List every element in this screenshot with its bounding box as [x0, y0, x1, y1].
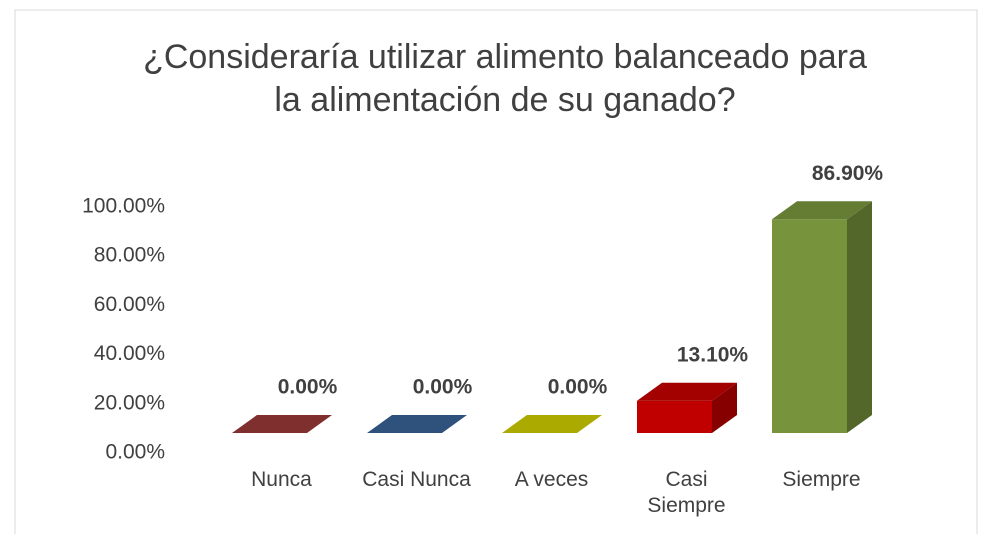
data-label: 0.00% — [413, 376, 473, 399]
y-tick-label: 60.00% — [94, 293, 165, 316]
chart-border — [14, 9, 978, 534]
bar-top — [232, 415, 332, 433]
y-tick-label: 20.00% — [94, 391, 165, 414]
y-tick-label: 80.00% — [94, 244, 165, 267]
bar — [367, 415, 467, 433]
data-label: 0.00% — [548, 376, 608, 399]
bar-side — [847, 201, 872, 433]
data-label: 13.10% — [677, 343, 749, 366]
bar-side — [712, 382, 737, 433]
x-tick-label: Siempre — [782, 468, 861, 491]
bar — [772, 201, 872, 433]
bar-front — [772, 219, 847, 433]
bar-top — [772, 201, 872, 220]
y-tick-label: 40.00% — [94, 342, 165, 365]
x-tick-label: Casi Nunca — [362, 468, 471, 491]
data-label: 0.00% — [278, 376, 338, 399]
x-tick-label: A veces — [514, 468, 589, 491]
x-tick-label: Casi Siempre — [647, 468, 726, 517]
bar-top — [637, 382, 737, 401]
chart-title: ¿Consideraría utilizar alimento balancea… — [143, 38, 867, 119]
x-tick-label: Nunca — [251, 468, 312, 491]
bar — [637, 382, 737, 433]
bar — [232, 415, 332, 433]
bar — [502, 415, 602, 433]
bar-top — [502, 415, 602, 433]
y-tick-label: 100.00% — [82, 195, 165, 218]
data-label: 86.90% — [812, 162, 884, 185]
y-tick-label: 0.00% — [105, 441, 165, 464]
bar-front — [637, 400, 712, 433]
bar-top — [367, 415, 467, 433]
